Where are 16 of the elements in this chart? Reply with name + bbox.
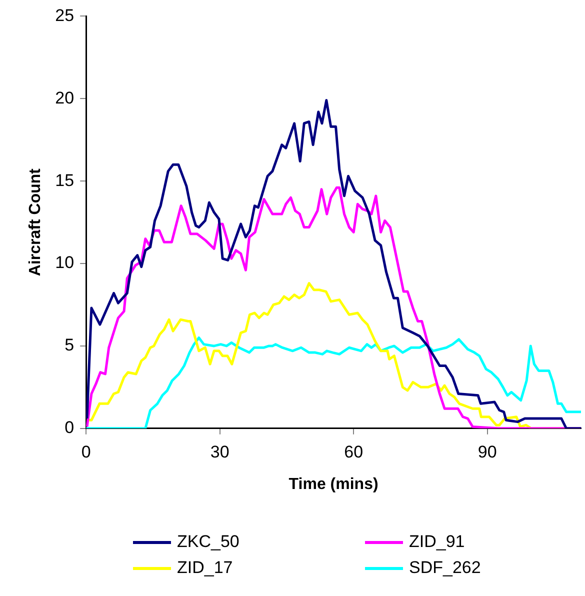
legend-label: ZID_91 — [409, 532, 465, 552]
y-tick-label: 10 — [55, 253, 74, 272]
legend-label: ZKC_50 — [177, 532, 240, 552]
y-tick-label: 0 — [64, 418, 74, 438]
y-axis-title: Aircraft Count — [27, 168, 44, 276]
x-tick-label: 60 — [344, 442, 364, 462]
x-tick-label: 90 — [478, 442, 497, 462]
y-tick-label: 5 — [64, 336, 74, 355]
x-tick-label: 30 — [210, 442, 230, 462]
x-axis-title: Time (mins) — [288, 476, 378, 493]
legend-label: ZID_17 — [177, 558, 233, 578]
x-tick-label: 0 — [81, 442, 91, 462]
y-tick-label: 15 — [55, 170, 74, 190]
y-tick-label: 25 — [55, 6, 74, 25]
legend-label: SDF_262 — [409, 558, 481, 578]
y-tick-label: 20 — [55, 88, 74, 108]
